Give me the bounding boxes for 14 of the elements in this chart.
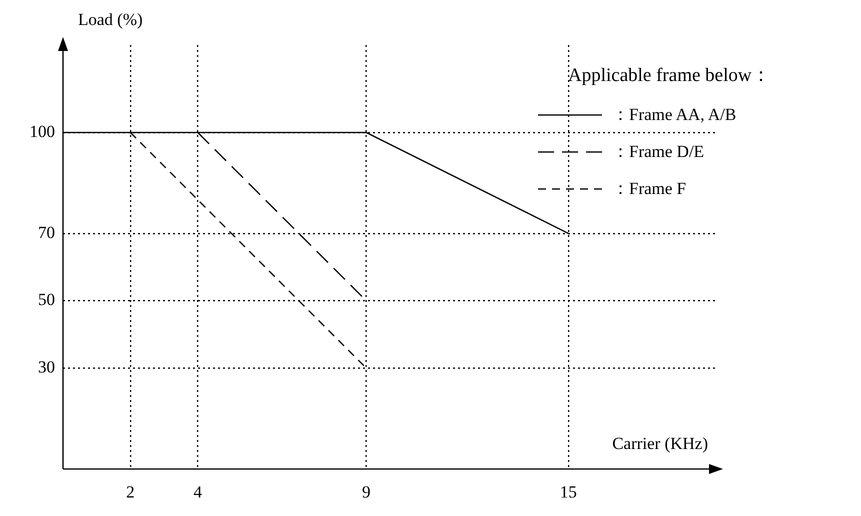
- legend-label: ：Frame F: [612, 178, 686, 200]
- y-tick-label: 50: [38, 290, 55, 310]
- x-axis-title: Carrier (KHz): [612, 434, 708, 453]
- x-tick-label: 9: [362, 482, 371, 502]
- y-tick-label: 30: [38, 358, 55, 377]
- y-tick-label: 100: [30, 122, 55, 141]
- x-tick-label: 2: [126, 482, 135, 502]
- x-tick-label: 4: [194, 482, 203, 502]
- y-axis-title: Load (%): [78, 10, 143, 29]
- y-tick-label: 70: [38, 222, 55, 242]
- legend-label: ：Frame D/E: [612, 141, 704, 163]
- legend-title: Applicable frame below：: [568, 64, 771, 88]
- x-tick-label: 15: [560, 482, 577, 502]
- legend-label: ：Frame AA, A/B: [612, 104, 736, 126]
